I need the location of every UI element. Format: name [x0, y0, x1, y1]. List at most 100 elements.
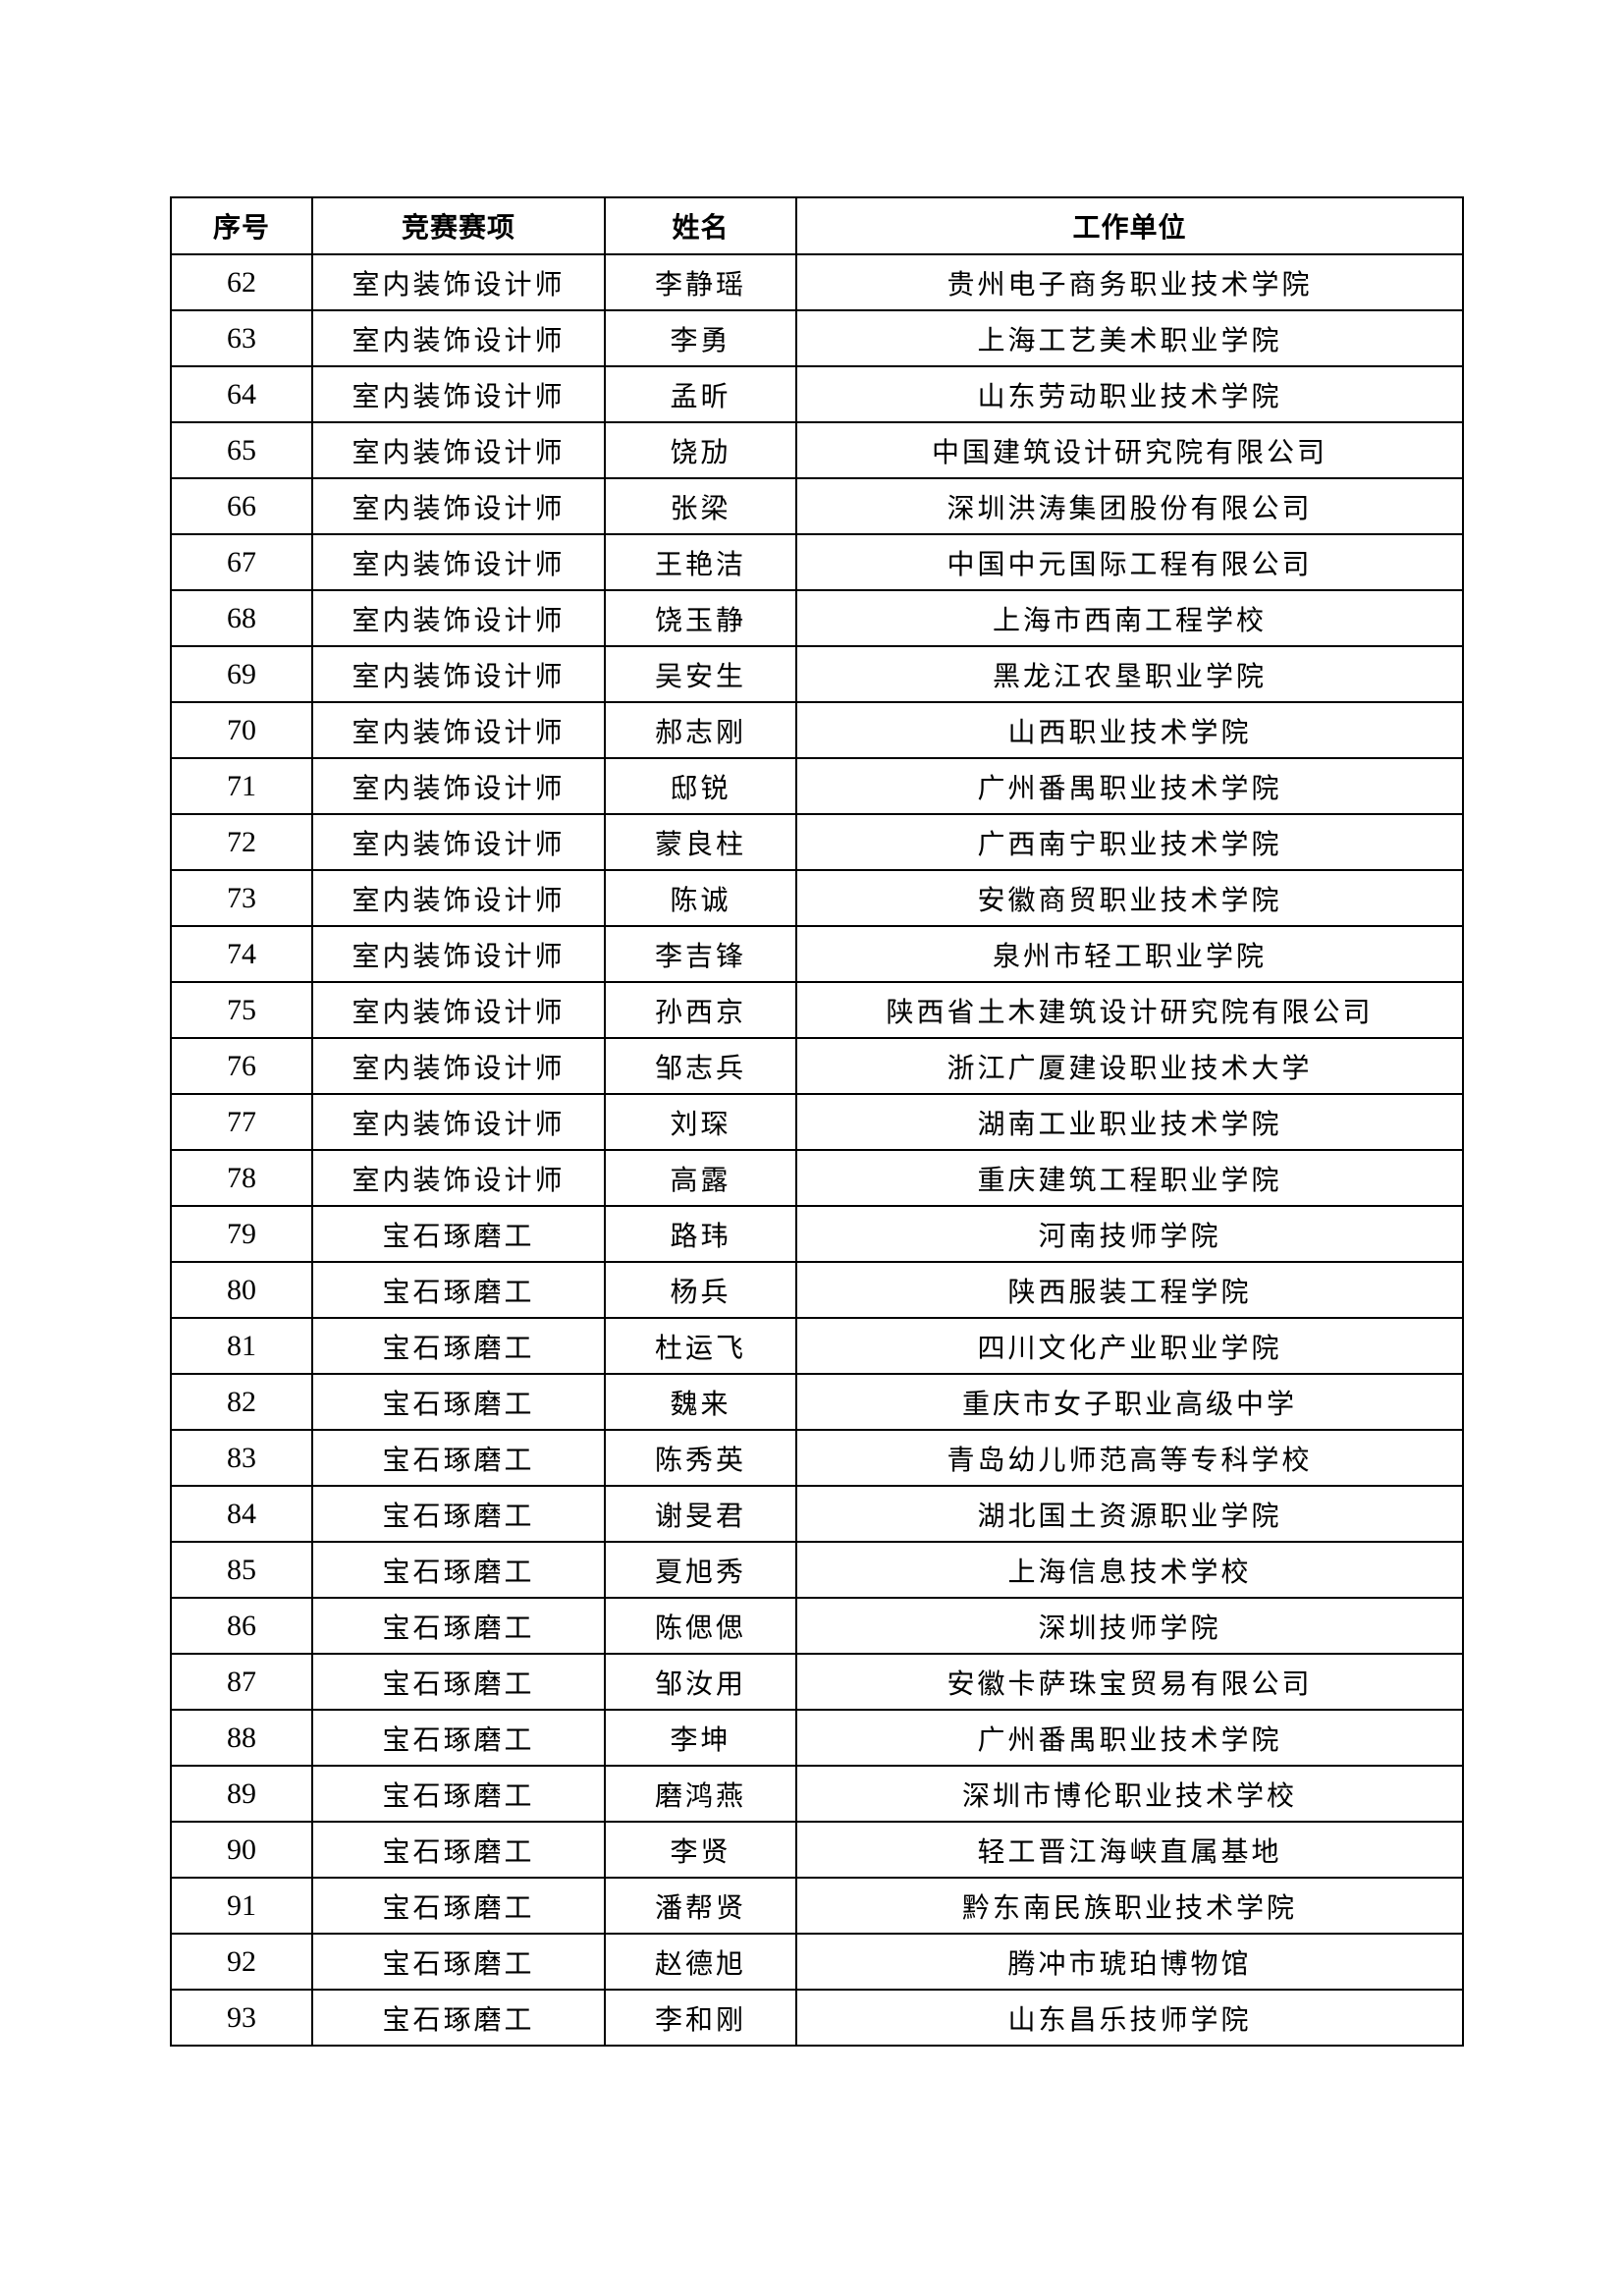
cell-index: 65 — [170, 421, 313, 479]
cell-employer: 陕西服装工程学院 — [795, 1261, 1464, 1319]
cell-employer: 广州番禺职业技术学院 — [795, 757, 1464, 815]
cell-event: 室内装饰设计师 — [311, 1037, 606, 1095]
cell-event: 室内装饰设计师 — [311, 1149, 606, 1207]
cell-employer: 腾冲市琥珀博物馆 — [795, 1933, 1464, 1991]
cell-employer: 浙江广厦建设职业技术大学 — [795, 1037, 1464, 1095]
table-row: 71 室内装饰设计师 邸锐 广州番禺职业技术学院 — [170, 757, 1464, 815]
cell-name: 王艳洁 — [604, 533, 797, 591]
cell-name: 杜运飞 — [604, 1317, 797, 1375]
cell-index: 76 — [170, 1037, 313, 1095]
table-row: 66 室内装饰设计师 张梁 深圳洪涛集团股份有限公司 — [170, 477, 1464, 535]
cell-event: 宝石琢磨工 — [311, 1429, 606, 1487]
table-row: 63 室内装饰设计师 李勇 上海工艺美术职业学院 — [170, 309, 1464, 367]
cell-index: 91 — [170, 1877, 313, 1935]
cell-name: 潘帮贤 — [604, 1877, 797, 1935]
cell-employer: 四川文化产业职业学院 — [795, 1317, 1464, 1375]
table-row: 69 室内装饰设计师 吴安生 黑龙江农垦职业学院 — [170, 645, 1464, 703]
table-row: 93 宝石琢磨工 李和刚 山东昌乐技师学院 — [170, 1989, 1464, 2047]
cell-employer: 湖南工业职业技术学院 — [795, 1093, 1464, 1151]
cell-name: 孟昕 — [604, 365, 797, 423]
cell-event: 室内装饰设计师 — [311, 309, 606, 367]
table-row: 85 宝石琢磨工 夏旭秀 上海信息技术学校 — [170, 1541, 1464, 1599]
cell-event: 室内装饰设计师 — [311, 1093, 606, 1151]
cell-event: 宝石琢磨工 — [311, 1709, 606, 1767]
cell-event: 宝石琢磨工 — [311, 1597, 606, 1655]
table-row: 88 宝石琢磨工 李坤 广州番禺职业技术学院 — [170, 1709, 1464, 1767]
cell-event: 室内装饰设计师 — [311, 365, 606, 423]
participants-table: 序号 竞赛赛项 姓名 工作单位 62 室内装饰设计师 李静瑶 贵州电子商务职业技术学院… — [170, 196, 1464, 2047]
cell-name: 赵德旭 — [604, 1933, 797, 1991]
cell-index: 85 — [170, 1541, 313, 1599]
cell-name: 陈诚 — [604, 869, 797, 927]
cell-event: 宝石琢磨工 — [311, 1821, 606, 1879]
cell-name: 孙西京 — [604, 981, 797, 1039]
header-employer: 工作单位 — [795, 196, 1464, 255]
table-row: 67 室内装饰设计师 王艳洁 中国中元国际工程有限公司 — [170, 533, 1464, 591]
cell-event: 室内装饰设计师 — [311, 869, 606, 927]
cell-index: 86 — [170, 1597, 313, 1655]
table-row: 86 宝石琢磨工 陈偲偲 深圳技师学院 — [170, 1597, 1464, 1655]
cell-event: 室内装饰设计师 — [311, 253, 606, 311]
cell-index: 78 — [170, 1149, 313, 1207]
table-row: 83 宝石琢磨工 陈秀英 青岛幼儿师范高等专科学校 — [170, 1429, 1464, 1487]
cell-event: 宝石琢磨工 — [311, 1373, 606, 1431]
table-row: 82 宝石琢磨工 魏来 重庆市女子职业高级中学 — [170, 1373, 1464, 1431]
cell-employer: 深圳市博伦职业技术学校 — [795, 1765, 1464, 1823]
cell-index: 83 — [170, 1429, 313, 1487]
table-row: 73 室内装饰设计师 陈诚 安徽商贸职业技术学院 — [170, 869, 1464, 927]
table-row: 78 室内装饰设计师 高露 重庆建筑工程职业学院 — [170, 1149, 1464, 1207]
cell-index: 63 — [170, 309, 313, 367]
cell-index: 77 — [170, 1093, 313, 1151]
cell-employer: 安徽商贸职业技术学院 — [795, 869, 1464, 927]
cell-event: 宝石琢磨工 — [311, 1877, 606, 1935]
cell-event: 室内装饰设计师 — [311, 925, 606, 983]
cell-employer: 陕西省土木建筑设计研究院有限公司 — [795, 981, 1464, 1039]
cell-name: 邹汝用 — [604, 1653, 797, 1711]
cell-event: 室内装饰设计师 — [311, 813, 606, 871]
cell-index: 62 — [170, 253, 313, 311]
cell-event: 宝石琢磨工 — [311, 1653, 606, 1711]
table-row: 91 宝石琢磨工 潘帮贤 黔东南民族职业技术学院 — [170, 1877, 1464, 1935]
cell-name: 陈偲偲 — [604, 1597, 797, 1655]
cell-index: 73 — [170, 869, 313, 927]
table-row: 65 室内装饰设计师 饶劢 中国建筑设计研究院有限公司 — [170, 421, 1464, 479]
cell-index: 70 — [170, 701, 313, 759]
cell-name: 陈秀英 — [604, 1429, 797, 1487]
header-name: 姓名 — [604, 196, 797, 255]
cell-index: 68 — [170, 589, 313, 647]
cell-employer: 安徽卡萨珠宝贸易有限公司 — [795, 1653, 1464, 1711]
cell-name: 路玮 — [604, 1205, 797, 1263]
table-row: 64 室内装饰设计师 孟昕 山东劳动职业技术学院 — [170, 365, 1464, 423]
cell-name: 李和刚 — [604, 1989, 797, 2047]
cell-employer: 上海工艺美术职业学院 — [795, 309, 1464, 367]
cell-event: 宝石琢磨工 — [311, 1317, 606, 1375]
cell-employer: 重庆建筑工程职业学院 — [795, 1149, 1464, 1207]
cell-name: 李坤 — [604, 1709, 797, 1767]
cell-employer: 深圳洪涛集团股份有限公司 — [795, 477, 1464, 535]
cell-employer: 深圳技师学院 — [795, 1597, 1464, 1655]
cell-event: 室内装饰设计师 — [311, 589, 606, 647]
cell-employer: 青岛幼儿师范高等专科学校 — [795, 1429, 1464, 1487]
cell-name: 魏来 — [604, 1373, 797, 1431]
cell-name: 饶玉静 — [604, 589, 797, 647]
cell-index: 72 — [170, 813, 313, 871]
cell-employer: 湖北国土资源职业学院 — [795, 1485, 1464, 1543]
table-row: 74 室内装饰设计师 李吉锋 泉州市轻工职业学院 — [170, 925, 1464, 983]
cell-index: 92 — [170, 1933, 313, 1991]
cell-index: 79 — [170, 1205, 313, 1263]
cell-index: 67 — [170, 533, 313, 591]
table-row: 76 室内装饰设计师 邹志兵 浙江广厦建设职业技术大学 — [170, 1037, 1464, 1095]
header-index: 序号 — [170, 196, 313, 255]
cell-index: 89 — [170, 1765, 313, 1823]
table-row: 75 室内装饰设计师 孙西京 陕西省土木建筑设计研究院有限公司 — [170, 981, 1464, 1039]
cell-event: 室内装饰设计师 — [311, 421, 606, 479]
cell-event: 室内装饰设计师 — [311, 757, 606, 815]
cell-name: 邹志兵 — [604, 1037, 797, 1095]
cell-index: 71 — [170, 757, 313, 815]
cell-name: 张梁 — [604, 477, 797, 535]
cell-employer: 重庆市女子职业高级中学 — [795, 1373, 1464, 1431]
cell-event: 室内装饰设计师 — [311, 981, 606, 1039]
cell-event: 宝石琢磨工 — [311, 1205, 606, 1263]
table-header-row: 序号 竞赛赛项 姓名 工作单位 — [170, 196, 1464, 255]
cell-event: 室内装饰设计师 — [311, 701, 606, 759]
